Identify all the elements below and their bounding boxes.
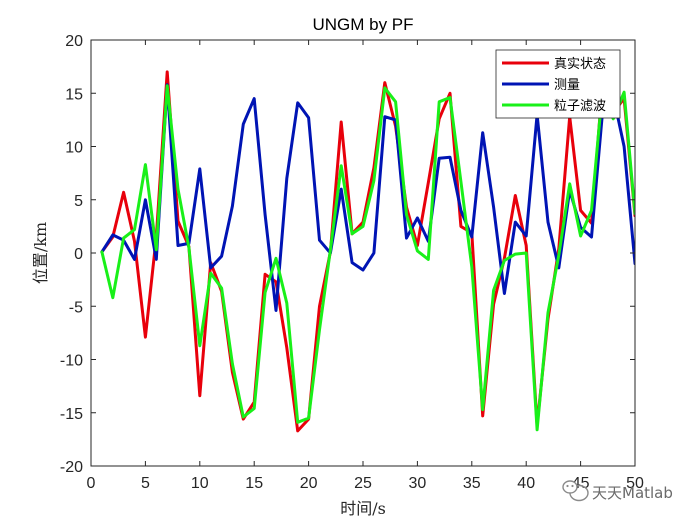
legend-label-1: 测量: [554, 78, 580, 93]
y-tick-label: 15: [65, 86, 83, 103]
watermark: 天天Matlab: [562, 480, 673, 502]
y-tick-label: 10: [65, 140, 83, 157]
x-tick-label: 5: [141, 475, 150, 492]
x-tick-label: 0: [87, 475, 96, 492]
watermark-text: 天天Matlab: [592, 484, 673, 502]
series-line-1: [100, 83, 635, 312]
y-tick-label: -10: [60, 353, 83, 370]
x-tick-label: 25: [354, 475, 372, 492]
x-tick-label: 15: [245, 475, 263, 492]
y-tick-label: -15: [60, 406, 83, 423]
series-layer: [100, 70, 635, 433]
x-tick-label: 40: [517, 475, 535, 492]
x-tick-label: 30: [409, 475, 427, 492]
x-tick-label: 20: [300, 475, 318, 492]
y-tick-label: -20: [60, 459, 83, 476]
chart-title: UNGM by PF: [312, 15, 413, 34]
legend-label-0: 真实状态: [554, 57, 606, 72]
legend-label-2: 粒子滤波: [554, 99, 606, 114]
x-tick-label: 10: [191, 475, 209, 492]
x-tick-label: 50: [626, 475, 644, 492]
y-tick-label: 20: [65, 33, 83, 50]
y-tick-label: -5: [69, 299, 83, 316]
x-tick-label: 35: [463, 475, 481, 492]
y-tick-label: 5: [74, 193, 83, 210]
wechat-icon: [562, 480, 589, 502]
series-line-2: [100, 84, 635, 432]
x-axis-label: 时间/s: [340, 499, 386, 518]
y-tick-label: 0: [74, 246, 83, 263]
y-axis-label: 位置/km: [31, 222, 50, 284]
